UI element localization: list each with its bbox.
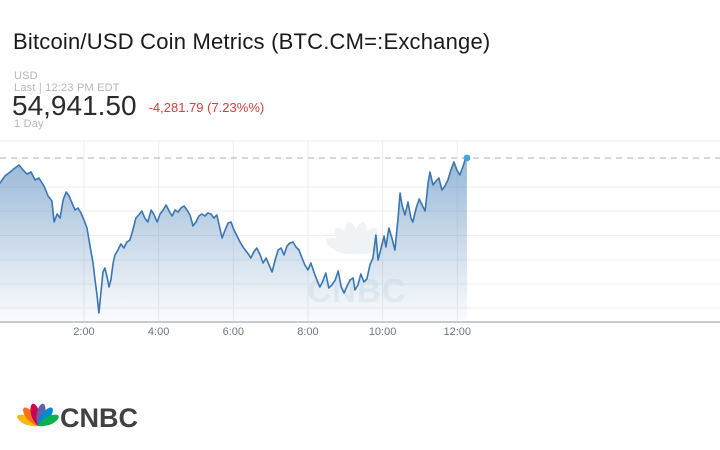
x-axis-tick-label: 8:00 [297,326,318,338]
x-axis-tick-label: 2:00 [73,326,94,338]
price-series [0,157,468,322]
last-point-marker [463,154,471,162]
x-axis-tick-label: 12:00 [443,326,471,338]
x-axis-tick-label: 10:00 [369,326,397,338]
x-axis-tick-label: 4:00 [148,326,169,338]
page-title: Bitcoin/USD Coin Metrics (BTC.CM=:Exchan… [13,29,491,54]
quote-price-row: 54,941.50 -4,281.79 (7.23%%) [12,90,264,122]
quote-price: 54,941.50 [12,90,137,121]
cnbc-logo-link[interactable]: CNBC [10,396,160,432]
quote-change: -4,281.79 (7.23%%) [148,100,265,115]
last-point-dot [463,154,471,162]
price-line [0,157,468,314]
x-axis: 2:00 4:00 6:00 8:00 10:00 12:00 [0,321,720,338]
cnbc-wordmark: CNBC [60,403,138,432]
quote-last-timestamp: Last | 12:23 PM EDT [14,82,120,94]
x-axis-tick-label: 6:00 [223,326,244,338]
quote-currency-label: USD [14,70,38,82]
quote-range-label: 1 Day [14,118,44,130]
peacock-icon [17,403,59,427]
peacock-icon [326,221,386,255]
